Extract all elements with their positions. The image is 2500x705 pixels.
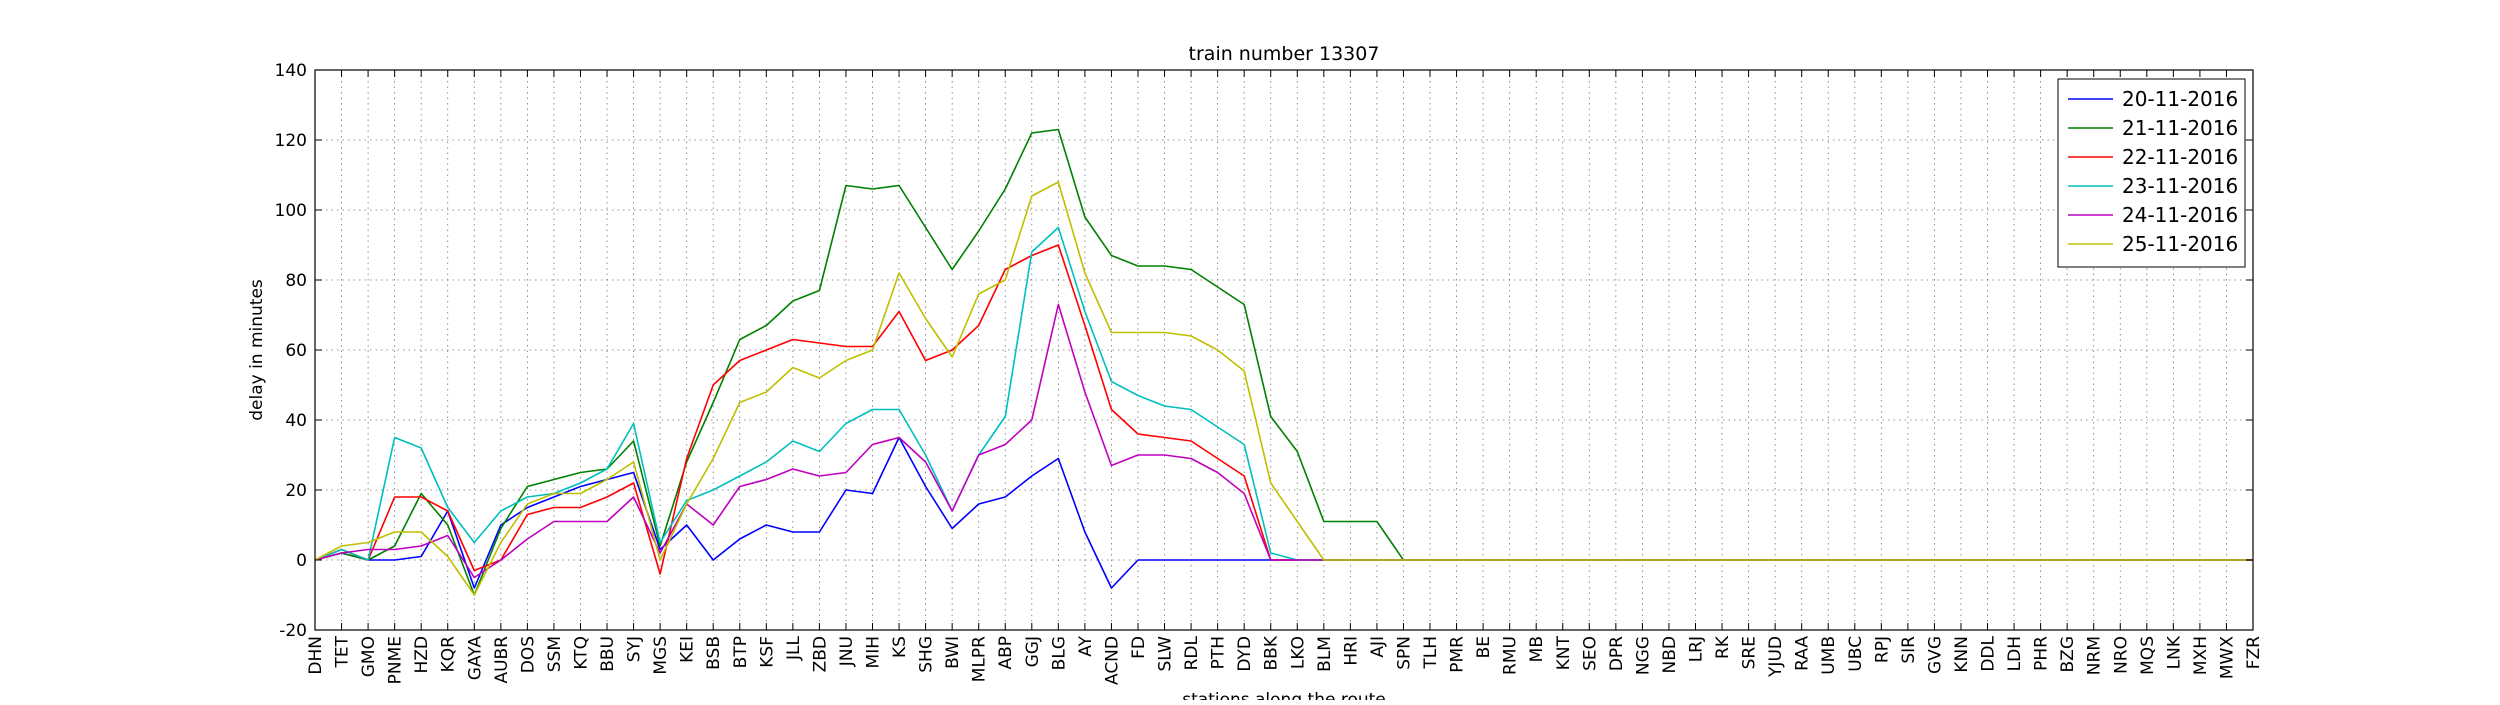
x-tick-label: BBK	[1262, 635, 1282, 670]
axis-ticks: -20 0 20 40 60 80 100 120 140 DHN TET GMO PNME HZD KQR…	[275, 61, 2264, 685]
x-tick-label: NRM	[2085, 636, 2105, 675]
x-tick-label: YJUD	[1766, 636, 1786, 678]
chart-title: train number 13307	[1189, 43, 1380, 65]
x-tick-label: BLM	[1315, 636, 1335, 672]
x-tick-label: KTQ	[571, 636, 591, 670]
legend-label: 24-11-2016	[2122, 203, 2238, 227]
y-tick-label: -20	[279, 621, 307, 641]
x-tick-label: SIR	[1899, 636, 1919, 664]
x-tick-label: KQR	[439, 636, 459, 673]
legend-label: 21-11-2016	[2122, 116, 2238, 140]
x-tick-label: KSF	[757, 636, 777, 668]
x-tick-label: BSB	[704, 636, 724, 670]
x-tick-label: BWI	[943, 636, 963, 669]
x-axis-label: stations along the route	[1182, 690, 1386, 700]
x-tick-label: GVG	[1925, 636, 1945, 674]
x-tick-label: LRJ	[1686, 636, 1706, 662]
x-tick-label: MIH	[864, 636, 884, 668]
x-tick-label: RK	[1713, 635, 1733, 659]
x-tick-label: BZG	[2058, 636, 2078, 672]
x-tick-label: MQS	[2138, 636, 2158, 675]
legend-label: 20-11-2016	[2122, 87, 2238, 111]
x-tick-label: RDL	[1182, 635, 1202, 670]
x-tick-label: NRO	[2111, 636, 2131, 674]
x-tick-label: PTH	[1209, 636, 1229, 669]
x-tick-label: MWX	[2217, 636, 2237, 679]
legend-label: 23-11-2016	[2122, 174, 2238, 198]
x-tick-label: NBD	[1660, 636, 1680, 673]
x-tick-label: DDL	[1979, 635, 1999, 671]
x-tick-label: BTP	[731, 636, 751, 668]
legend-box	[2057, 78, 2246, 268]
x-tick-label: LNK	[2164, 635, 2184, 669]
x-tick-label: MXH	[2191, 636, 2211, 675]
y-tick-label: 100	[275, 201, 307, 221]
x-tick-label: ZBD	[810, 636, 830, 672]
x-tick-label: SLW	[1156, 636, 1176, 672]
x-tick-label: SRE	[1740, 636, 1760, 669]
x-tick-label: PMR	[1448, 636, 1468, 673]
x-tick-label: SYJ	[625, 636, 645, 662]
legend: 20-11-2016 21-11-2016 22-11-2016 23-11-2016…	[2057, 78, 2246, 268]
x-tick-label: BLG	[1049, 636, 1069, 670]
x-tick-label: SEO	[1580, 636, 1600, 671]
x-tick-label: DPR	[1607, 636, 1627, 671]
x-tick-label: NGG	[1633, 636, 1653, 675]
x-tick-label: HRI	[1341, 636, 1361, 666]
y-axis-label: delay in minutes	[247, 279, 267, 421]
x-tick-label: HZD	[412, 636, 432, 674]
series-line-25-11-2016	[314, 181, 2253, 596]
x-tick-label: UMB	[1819, 636, 1839, 675]
x-tick-label: AY	[1076, 635, 1096, 656]
x-tick-label: AJI	[1368, 636, 1388, 658]
x-tick-label: DYD	[1235, 636, 1255, 672]
x-tick-label: DOS	[518, 636, 538, 673]
x-tick-label: RPJ	[1872, 636, 1892, 663]
x-tick-label: FD	[1129, 636, 1149, 659]
x-tick-label: MGS	[651, 636, 671, 675]
x-tick-label: MB	[1527, 636, 1547, 662]
x-tick-label: UBC	[1846, 636, 1866, 672]
y-tick-label: 0	[296, 551, 307, 571]
x-tick-label: JLL	[784, 635, 804, 660]
x-tick-label: TLH	[1421, 636, 1441, 670]
series-lines	[314, 128, 2253, 596]
x-tick-label: KNT	[1554, 635, 1574, 670]
x-tick-label: KEI	[678, 636, 698, 663]
x-tick-label: KNN	[1952, 636, 1972, 673]
x-tick-label: SHG	[917, 636, 937, 673]
x-tick-label: BE	[1474, 636, 1494, 658]
x-tick-label: FZR	[2244, 636, 2264, 669]
x-tick-label: RAA	[1793, 636, 1813, 671]
x-tick-label: ACND	[1102, 636, 1122, 685]
x-tick-label: ABP	[996, 636, 1016, 670]
legend-label: 22-11-2016	[2122, 145, 2238, 169]
legend-label: 25-11-2016	[2122, 232, 2238, 256]
x-tick-label: PHR	[2032, 636, 2052, 671]
x-tick-label: MLPR	[970, 636, 990, 682]
x-tick-label: TET	[333, 635, 353, 668]
x-tick-label: SPN	[1394, 636, 1414, 670]
y-tick-label: 140	[275, 61, 307, 81]
y-tick-label: 80	[285, 271, 307, 291]
y-tick-label: 120	[275, 131, 307, 151]
x-tick-label: LDH	[2005, 636, 2025, 671]
y-tick-label: 40	[285, 411, 307, 431]
x-tick-label: BBU	[598, 636, 618, 672]
x-tick-label: LKO	[1288, 636, 1308, 669]
x-tick-label: DHN	[306, 636, 326, 675]
x-tick-label: AUBR	[492, 636, 512, 684]
x-tick-label: GMO	[359, 636, 379, 677]
x-tick-label: GAYA	[465, 636, 485, 681]
x-tick-label: KS	[890, 636, 910, 658]
y-tick-label: 60	[285, 341, 307, 361]
x-tick-label: RMU	[1501, 636, 1521, 675]
x-tick-label: GGJ	[1023, 636, 1043, 667]
x-tick-label: PNME	[386, 636, 406, 684]
x-tick-label: JNU	[837, 636, 857, 667]
y-tick-label: 20	[285, 481, 307, 501]
x-tick-label: SSM	[545, 636, 565, 672]
